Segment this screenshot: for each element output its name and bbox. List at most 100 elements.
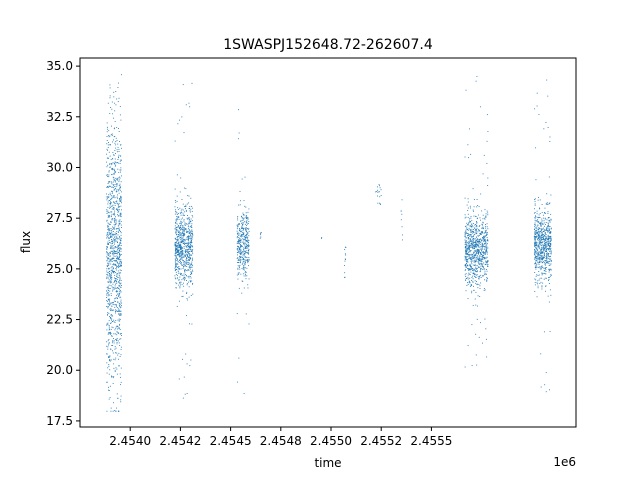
data-point xyxy=(177,266,178,268)
data-point xyxy=(546,238,548,240)
data-point xyxy=(110,245,112,247)
data-point xyxy=(112,267,114,269)
data-point xyxy=(191,258,193,260)
data-point xyxy=(181,116,183,118)
data-point xyxy=(112,231,114,233)
data-point xyxy=(466,248,468,250)
data-point xyxy=(481,254,483,256)
data-point xyxy=(540,223,542,224)
data-point xyxy=(475,241,477,243)
data-point xyxy=(465,229,467,231)
data-point xyxy=(190,246,192,248)
data-point xyxy=(107,203,109,205)
data-point xyxy=(115,208,117,210)
data-point xyxy=(115,161,117,163)
data-point xyxy=(188,281,190,283)
data-point xyxy=(116,250,118,252)
data-point xyxy=(486,250,488,252)
data-point xyxy=(115,221,117,223)
data-point xyxy=(118,264,120,266)
data-point xyxy=(116,407,118,409)
data-point xyxy=(118,281,120,283)
data-point xyxy=(108,186,110,188)
data-point xyxy=(119,237,121,239)
data-point xyxy=(178,213,179,215)
data-point xyxy=(535,229,537,231)
data-point xyxy=(542,238,543,240)
data-point xyxy=(118,224,120,226)
data-point xyxy=(186,242,188,244)
data-point xyxy=(120,384,122,386)
data-point xyxy=(540,260,542,262)
data-point xyxy=(189,235,191,237)
data-point xyxy=(118,332,120,334)
data-point xyxy=(107,222,109,224)
data-point xyxy=(239,248,241,250)
data-point xyxy=(106,278,108,280)
data-point xyxy=(179,259,181,261)
data-point xyxy=(471,255,473,257)
data-point xyxy=(113,251,115,253)
data-point xyxy=(474,240,476,242)
data-point xyxy=(536,249,538,251)
data-point xyxy=(475,291,477,293)
data-point xyxy=(476,274,478,276)
data-point xyxy=(237,278,239,280)
data-point xyxy=(188,262,190,264)
data-point xyxy=(107,206,109,208)
data-point xyxy=(110,272,112,274)
data-point xyxy=(118,285,120,287)
data-point xyxy=(107,181,109,183)
data-point xyxy=(475,231,477,233)
data-point xyxy=(241,234,243,236)
data-point xyxy=(465,259,467,260)
data-point xyxy=(111,197,113,199)
data-point xyxy=(187,249,188,251)
data-point xyxy=(121,264,123,266)
data-point xyxy=(186,236,188,237)
data-point xyxy=(547,254,549,256)
data-point xyxy=(244,239,246,240)
data-point xyxy=(545,246,547,248)
data-point xyxy=(237,138,239,140)
data-point xyxy=(186,392,188,394)
data-point xyxy=(108,263,110,264)
data-point xyxy=(236,224,238,226)
data-point xyxy=(536,259,538,261)
data-point xyxy=(190,271,192,273)
data-point xyxy=(538,241,540,243)
data-point xyxy=(480,276,482,278)
data-point xyxy=(113,321,115,323)
data-point xyxy=(176,258,178,260)
data-point xyxy=(113,287,114,289)
data-point xyxy=(117,293,118,295)
data-point xyxy=(181,199,183,200)
data-point xyxy=(548,278,550,280)
data-point xyxy=(543,227,545,229)
data-point xyxy=(401,239,403,241)
data-point xyxy=(546,267,548,269)
data-point xyxy=(176,226,178,228)
data-point xyxy=(108,332,110,334)
data-point xyxy=(241,246,242,247)
data-point xyxy=(475,304,477,306)
data-point xyxy=(185,243,187,244)
data-point xyxy=(117,234,119,236)
data-point xyxy=(535,279,537,281)
data-point xyxy=(236,233,238,235)
data-point xyxy=(182,230,184,232)
data-point xyxy=(106,301,108,303)
data-point xyxy=(534,244,536,246)
data-point xyxy=(550,260,552,262)
data-point xyxy=(191,254,193,256)
data-point xyxy=(485,245,487,246)
data-point xyxy=(243,275,245,277)
data-point xyxy=(112,270,114,272)
data-point xyxy=(177,254,179,256)
data-point xyxy=(543,230,545,232)
data-point xyxy=(242,233,244,235)
data-point xyxy=(538,257,540,259)
data-point xyxy=(546,228,548,230)
data-point xyxy=(111,168,113,170)
data-point xyxy=(478,241,479,243)
